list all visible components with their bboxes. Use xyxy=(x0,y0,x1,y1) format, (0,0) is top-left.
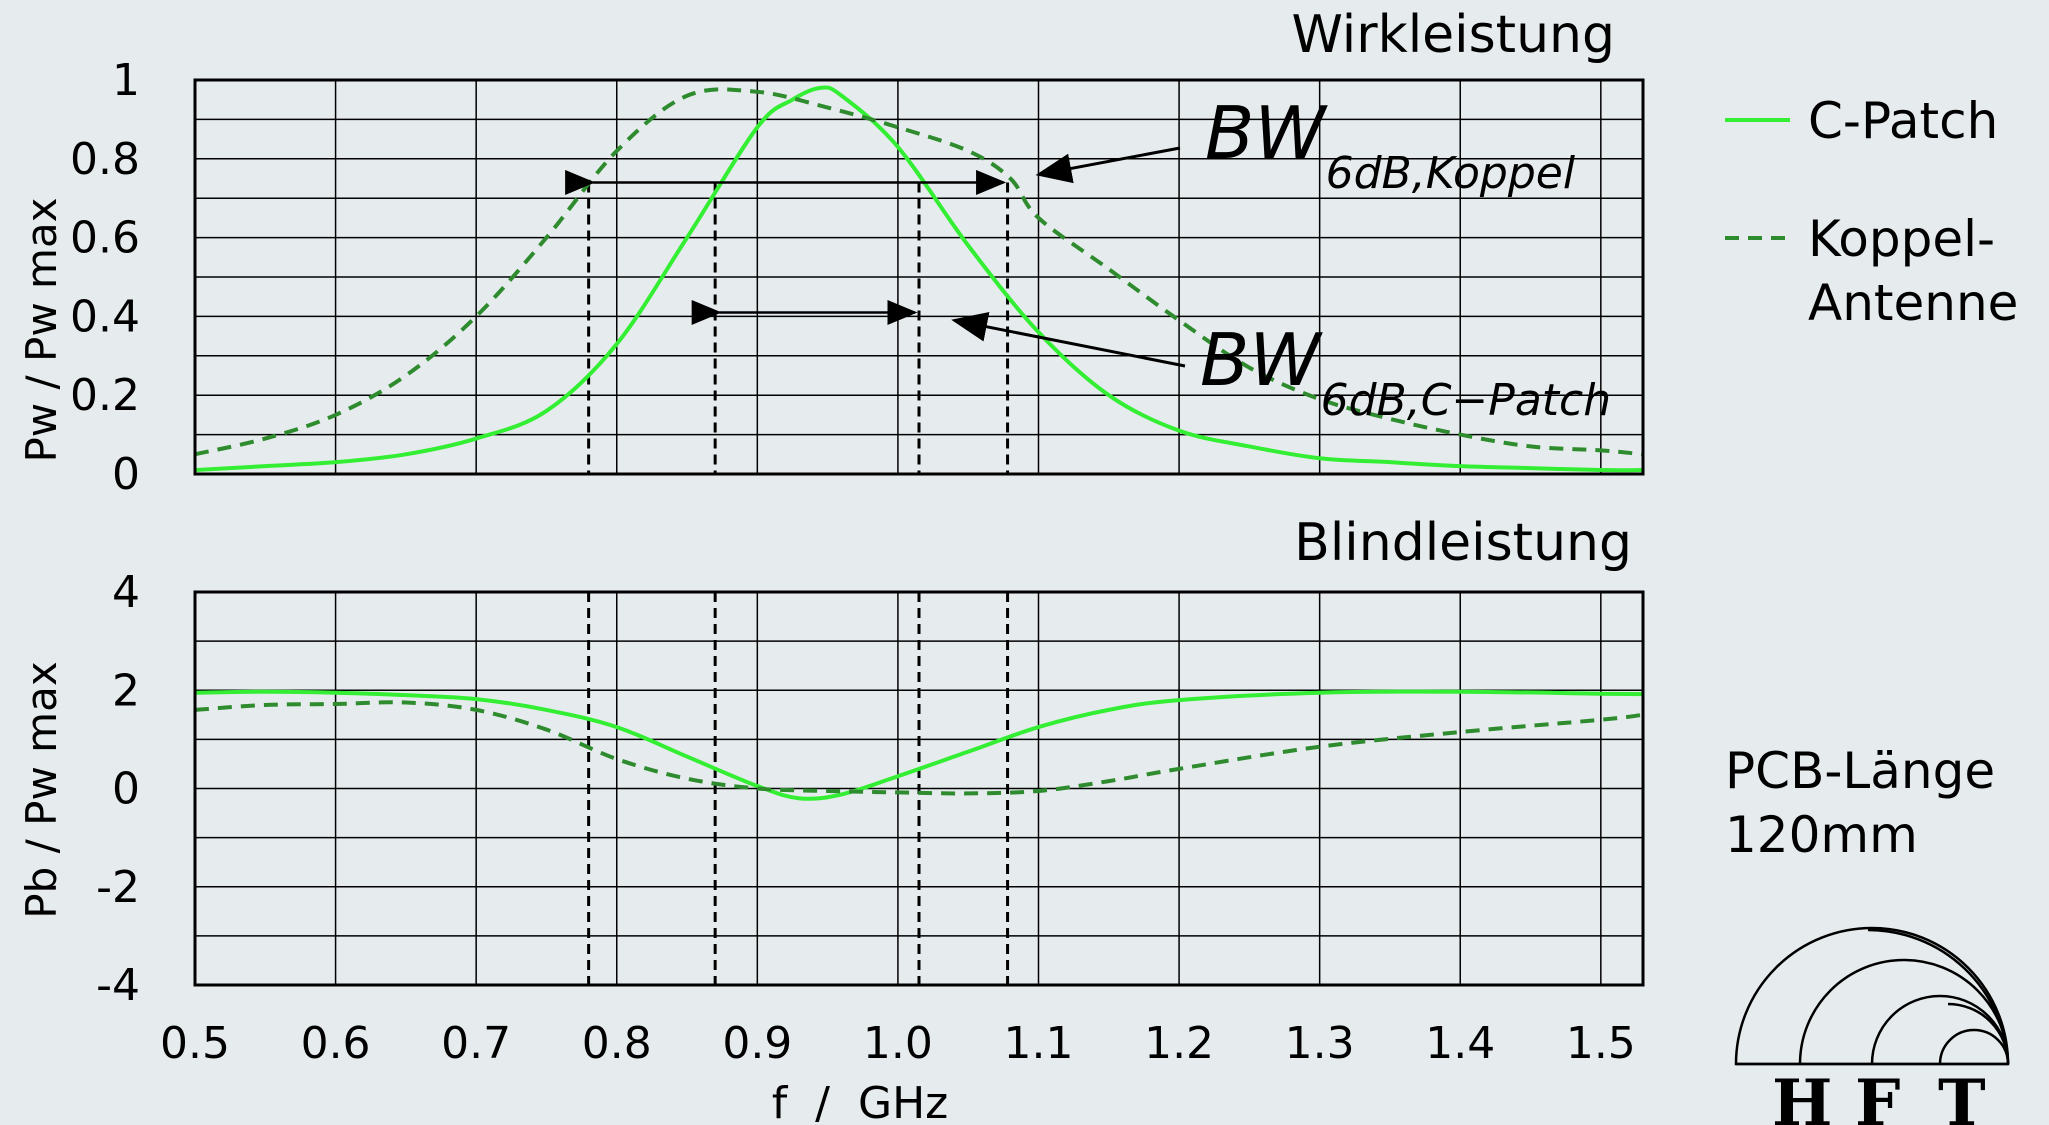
y-tick-label: 0.2 xyxy=(70,370,140,421)
x-tick-label: 0.8 xyxy=(582,1018,652,1069)
x-tick-labels: 0.5 0.6 0.7 0.8 0.9 1.0 1.1 1.2 1.3 1.4 1.5 xyxy=(160,1018,1636,1069)
legend: C-Patch Koppel- Antenne xyxy=(1725,92,2018,332)
logo-letter-f: F xyxy=(1855,1066,1900,1125)
x-tick-label: 0.9 xyxy=(722,1018,792,1069)
bandwidth-label: BW6dB,Koppel xyxy=(1205,91,1576,199)
blindleistung-panel: -4 -2 0 2 4 0.5 0.6 0.7 0.8 0.9 1.0 1.1 1.2 1.3 1.4 1.… xyxy=(17,513,1645,1125)
series-line-koppel-antenne xyxy=(194,700,1644,796)
x-tick-label: 1.1 xyxy=(1004,1018,1074,1069)
y-axis-label: Pw / Pw max xyxy=(17,197,66,462)
bandwidth-markers xyxy=(587,182,1010,474)
series-lines xyxy=(194,689,1644,801)
y-tick-label: 1 xyxy=(112,55,140,106)
chart-title: Wirkleistung xyxy=(1291,5,1615,65)
logo-letter-t: T xyxy=(1938,1066,1986,1125)
bandwidth-markers xyxy=(587,592,1010,985)
y-tick-label: 4 xyxy=(112,567,140,618)
series-lines xyxy=(194,85,1644,473)
plot-frame xyxy=(193,78,1645,476)
pcb-length-label: PCB-Länge xyxy=(1725,742,1995,800)
pcb-length-value: 120mm xyxy=(1725,806,1918,864)
smith-chart-icon xyxy=(1734,926,2010,1066)
legend-label-c-patch: C-Patch xyxy=(1808,92,1998,150)
y-tick-label: 0.8 xyxy=(70,134,140,185)
y-tick-label: -4 xyxy=(96,960,140,1011)
series-line-c-patch xyxy=(194,689,1644,801)
x-tick-label: 0.7 xyxy=(441,1018,511,1069)
y-tick-labels: -4 -2 0 2 4 xyxy=(96,567,140,1011)
x-tick-label: 1.3 xyxy=(1285,1018,1355,1069)
series-line-koppel-antenne xyxy=(194,87,1644,457)
pointer-arrow xyxy=(1035,146,1181,184)
x-tick-label: 1.2 xyxy=(1144,1018,1214,1069)
x-tick-label: 1.5 xyxy=(1566,1018,1636,1069)
legend-label-koppel: Koppel- xyxy=(1808,210,1995,268)
pointer-arrow xyxy=(951,312,1186,368)
y-tick-label: 0.6 xyxy=(70,213,140,264)
y-tick-label: -2 xyxy=(96,862,140,913)
y-tick-labels: 0 0.2 0.4 0.6 0.8 1 xyxy=(70,55,140,500)
hft-logo: H F T xyxy=(1734,926,2010,1125)
y-tick-label: 0.4 xyxy=(70,291,140,342)
bandwidth-label: BW6dB,C−Patch xyxy=(1200,318,1611,426)
y-tick-label: 0 xyxy=(112,449,140,500)
y-axis-label: Pb / Pw max xyxy=(17,661,66,918)
x-tick-label: 1.0 xyxy=(863,1018,933,1069)
y-tick-label: 0 xyxy=(112,764,140,815)
legend-label-koppel-cont: Antenne xyxy=(1808,274,2018,332)
chart-title: Blindleistung xyxy=(1294,513,1632,573)
x-axis-label: f / GHz xyxy=(772,1078,949,1125)
x-tick-label: 0.6 xyxy=(301,1018,371,1069)
y-tick-label: 2 xyxy=(112,665,140,716)
x-tick-label: 1.4 xyxy=(1425,1018,1495,1069)
logo-letter-h: H xyxy=(1772,1066,1832,1125)
wirkleistung-panel: BW6dB,Koppel BW6dB,C−Patch 0 0.2 0.4 0.6 0.8 1… xyxy=(17,5,1645,500)
plot-frame xyxy=(193,590,1645,987)
x-tick-label: 0.5 xyxy=(160,1018,230,1069)
bandwidth-annotations: BW6dB,Koppel BW6dB,C−Patch xyxy=(565,91,1611,426)
